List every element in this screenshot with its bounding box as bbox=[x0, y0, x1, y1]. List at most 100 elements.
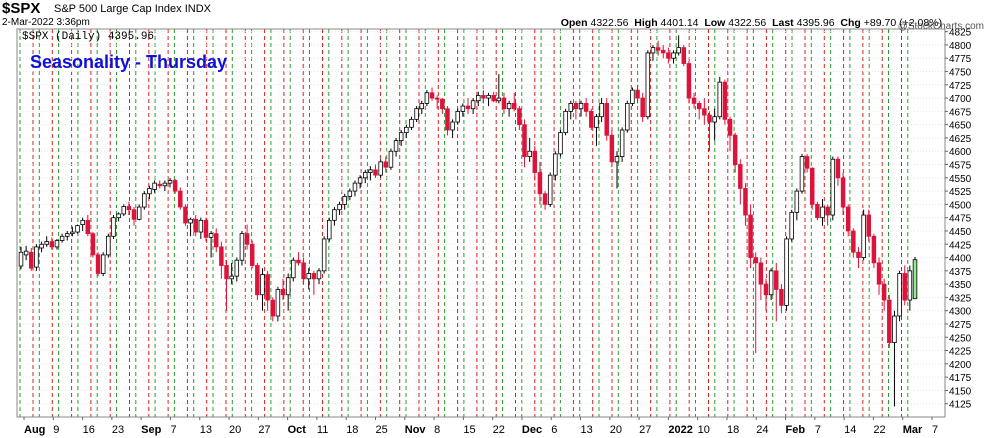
candle-body bbox=[193, 218, 198, 233]
candle-body bbox=[111, 217, 116, 237]
candle-body bbox=[239, 233, 245, 261]
candle-body bbox=[429, 92, 435, 99]
candles bbox=[18, 35, 918, 407]
candle-body bbox=[645, 52, 651, 118]
candle-body bbox=[306, 273, 311, 280]
candle-body bbox=[301, 262, 306, 280]
candle-body bbox=[90, 233, 96, 256]
candle-body bbox=[311, 273, 317, 280]
y-tick-label: 4375 bbox=[949, 267, 972, 278]
candle-body bbox=[635, 89, 640, 99]
candle-body bbox=[393, 140, 399, 152]
x-tick-label: 20 bbox=[229, 424, 241, 436]
candle-body bbox=[44, 241, 49, 245]
candle-body bbox=[445, 108, 450, 131]
seasonality-lines bbox=[19, 29, 909, 417]
candle-body bbox=[712, 116, 717, 123]
x-tick-label: Sep bbox=[141, 424, 161, 436]
security-fullname: S&P 500 Large Cap Index bbox=[54, 3, 182, 15]
candle-body bbox=[213, 233, 219, 248]
candle-body bbox=[676, 47, 681, 54]
y-tick-label: 4175 bbox=[949, 373, 972, 384]
y-tick-label: 4475 bbox=[949, 214, 972, 225]
x-tick-label: 7 bbox=[932, 424, 938, 436]
x-tick-label: 27 bbox=[639, 424, 651, 436]
y-tick-label: 4400 bbox=[949, 254, 972, 265]
candle-body bbox=[342, 196, 347, 205]
candle-body bbox=[29, 251, 34, 269]
candle-body bbox=[255, 265, 260, 296]
candle-body bbox=[188, 218, 193, 224]
candle-body bbox=[470, 100, 476, 110]
candle-body bbox=[398, 132, 404, 142]
exchange-label: INDX bbox=[184, 3, 211, 15]
candle-body bbox=[142, 193, 147, 208]
y-tick-label: 4575 bbox=[949, 161, 972, 172]
candle-body bbox=[774, 270, 779, 290]
candle-body bbox=[296, 259, 301, 264]
x-tick-label: 6 bbox=[551, 424, 557, 436]
high-value: 4401.14 bbox=[660, 17, 699, 29]
candle-body bbox=[198, 219, 204, 233]
candle-body bbox=[378, 161, 383, 176]
candle-body bbox=[244, 233, 250, 245]
candle-body bbox=[681, 47, 687, 64]
candle-body bbox=[558, 132, 563, 155]
candle-body bbox=[660, 49, 666, 54]
datetime-label: 2-Mar-2022 3:36pm bbox=[2, 17, 90, 28]
legend-text: $SPX (Daily) 4395.96 bbox=[22, 31, 154, 43]
candle-body bbox=[748, 214, 753, 258]
candle-body bbox=[856, 251, 861, 258]
y-tick-label: 4725 bbox=[949, 81, 972, 92]
candle-body bbox=[517, 108, 522, 126]
candle-body bbox=[717, 81, 723, 118]
candle-body bbox=[178, 190, 183, 208]
candle-body bbox=[64, 233, 70, 237]
chg-label: Chg bbox=[840, 17, 861, 29]
y-tick-label: 4300 bbox=[949, 307, 972, 318]
candle-body bbox=[547, 174, 553, 205]
candle-body bbox=[337, 203, 342, 211]
y-tick-label: 4600 bbox=[949, 147, 972, 158]
x-tick-label: 14 bbox=[844, 424, 856, 436]
candle-body bbox=[126, 206, 132, 211]
candle-body bbox=[732, 134, 738, 165]
y-tick-label: 4550 bbox=[949, 174, 972, 185]
candle-body bbox=[589, 110, 594, 128]
candle-body bbox=[830, 158, 836, 216]
candle-body bbox=[876, 262, 882, 285]
candle-body bbox=[481, 95, 486, 99]
open-label: Open bbox=[560, 17, 588, 29]
x-tick-label: 8 bbox=[434, 424, 440, 436]
candle-body bbox=[573, 103, 579, 110]
copyright-label: @StockCharts.com bbox=[897, 21, 984, 32]
x-tick-label: 27 bbox=[258, 424, 270, 436]
candle-body bbox=[897, 273, 902, 317]
candle-body bbox=[553, 153, 558, 176]
candle-body bbox=[506, 103, 512, 110]
y-tick-label: 4450 bbox=[949, 227, 972, 238]
candle-body bbox=[820, 206, 825, 219]
candle-body bbox=[866, 214, 872, 237]
candle-body bbox=[70, 231, 75, 235]
candle-body bbox=[131, 209, 137, 220]
candle-body bbox=[249, 243, 255, 266]
ohlc-readout: Open 4322.56 High 4401.14 Low 4322.56 La… bbox=[561, 17, 942, 29]
candle-body bbox=[265, 274, 270, 301]
candle-body bbox=[851, 230, 856, 253]
candle-body bbox=[578, 103, 584, 110]
last-label: Last bbox=[772, 17, 794, 29]
candle-body bbox=[450, 121, 455, 131]
candle-body bbox=[80, 219, 85, 225]
candle-body bbox=[912, 259, 918, 300]
y-tick-label: 4425 bbox=[949, 240, 972, 251]
candle-body bbox=[887, 299, 892, 343]
security-name: S&P 500 Large Cap Index INDX bbox=[54, 3, 211, 15]
y-tick-label: 4275 bbox=[949, 320, 972, 331]
candle-body bbox=[147, 188, 152, 195]
candle-body bbox=[357, 177, 363, 184]
candle-body bbox=[75, 225, 80, 233]
candle-body bbox=[619, 129, 625, 157]
candle-body bbox=[727, 118, 733, 136]
